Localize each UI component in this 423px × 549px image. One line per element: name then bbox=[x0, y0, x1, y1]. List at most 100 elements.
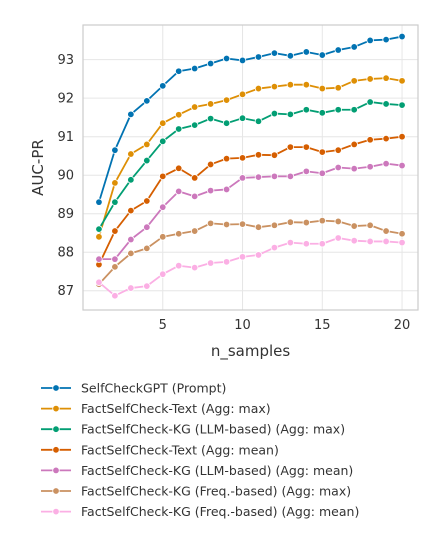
y-tick-label: 91 bbox=[57, 130, 74, 145]
legend-item: FactSelfCheck-Text (Agg: max) bbox=[41, 401, 271, 416]
data-point bbox=[238, 90, 247, 99]
data-point bbox=[238, 114, 247, 122]
data-point bbox=[190, 64, 199, 73]
x-axis-label: n_samples bbox=[211, 342, 291, 361]
data-point bbox=[350, 77, 358, 85]
tick-labels: 87 88 89 90 91 92 93 5 10 15 20 bbox=[57, 53, 410, 333]
data-point bbox=[175, 164, 183, 172]
data-point bbox=[222, 96, 231, 104]
data-point bbox=[270, 109, 279, 118]
data-point bbox=[286, 80, 295, 89]
data-point bbox=[398, 77, 406, 85]
legend-marker bbox=[52, 487, 60, 495]
data-point bbox=[286, 218, 295, 226]
data-point bbox=[238, 154, 247, 162]
series-6 bbox=[95, 216, 406, 288]
data-point bbox=[350, 222, 358, 230]
data-point bbox=[190, 174, 199, 182]
data-point bbox=[190, 121, 199, 129]
legend-marker bbox=[52, 425, 60, 433]
data-point bbox=[286, 110, 295, 119]
y-axis-label: AUC-PR bbox=[29, 139, 47, 196]
data-point bbox=[318, 169, 326, 177]
data-point bbox=[318, 84, 326, 93]
data-point bbox=[111, 292, 119, 300]
legend: SelfCheckGPT (Prompt) FactSelfCheck-Text … bbox=[41, 381, 359, 519]
data-point bbox=[398, 101, 406, 109]
data-point bbox=[254, 173, 263, 181]
plot-frame bbox=[82, 24, 419, 311]
data-point bbox=[143, 244, 151, 253]
data-point bbox=[159, 82, 167, 90]
data-point bbox=[206, 259, 215, 267]
data-point bbox=[254, 223, 263, 231]
data-point bbox=[366, 75, 374, 83]
x-tick-label: 20 bbox=[394, 318, 411, 333]
data-point bbox=[382, 100, 390, 108]
series-line bbox=[98, 101, 403, 230]
series-4 bbox=[95, 132, 406, 269]
data-point bbox=[222, 258, 231, 266]
data-point bbox=[350, 236, 358, 245]
data-point bbox=[175, 187, 183, 196]
data-point bbox=[398, 132, 406, 141]
data-point bbox=[334, 146, 342, 154]
data-point bbox=[302, 167, 311, 176]
legend-label: FactSelfCheck-KG (LLM-based) (Agg: mean) bbox=[81, 463, 353, 478]
legend-label: SelfCheckGPT (Prompt) bbox=[81, 381, 226, 396]
series-1 bbox=[95, 32, 406, 206]
series-layer bbox=[95, 32, 406, 300]
legend-item: FactSelfCheck-KG (Freq.-based) (Agg: mea… bbox=[41, 504, 359, 519]
data-point bbox=[206, 219, 215, 228]
data-point bbox=[127, 110, 135, 119]
x-tick-label: 15 bbox=[314, 318, 331, 333]
data-point bbox=[222, 185, 231, 194]
data-point bbox=[143, 282, 151, 290]
data-point bbox=[143, 140, 151, 149]
data-point bbox=[190, 192, 199, 201]
data-point bbox=[382, 159, 390, 168]
data-point bbox=[143, 97, 151, 105]
data-point bbox=[366, 237, 374, 246]
data-point bbox=[382, 35, 390, 44]
data-point bbox=[159, 233, 167, 241]
data-point bbox=[318, 51, 326, 59]
y-tick-label: 92 bbox=[57, 92, 74, 107]
legend-marker bbox=[52, 384, 60, 392]
data-point bbox=[318, 240, 326, 248]
data-point bbox=[398, 230, 406, 238]
data-point bbox=[95, 278, 103, 286]
data-point bbox=[334, 106, 342, 114]
data-point bbox=[366, 163, 374, 171]
legend-item: FactSelfCheck-KG (LLM-based) (Agg: mean) bbox=[41, 463, 353, 478]
data-point bbox=[222, 119, 231, 127]
series-3 bbox=[95, 98, 406, 233]
data-point bbox=[111, 146, 119, 154]
data-point bbox=[286, 172, 295, 181]
data-point bbox=[175, 230, 183, 238]
legend-marker bbox=[52, 507, 60, 516]
data-point bbox=[159, 119, 167, 127]
legend-label: FactSelfCheck-KG (LLM-based) (Agg: max) bbox=[81, 422, 345, 437]
data-point bbox=[270, 82, 279, 91]
data-point bbox=[111, 198, 119, 206]
data-point bbox=[398, 238, 406, 247]
data-point bbox=[127, 284, 135, 292]
y-tick-label: 88 bbox=[57, 246, 74, 261]
data-point bbox=[366, 221, 374, 229]
data-point bbox=[366, 98, 374, 106]
data-point bbox=[159, 203, 167, 211]
data-point bbox=[127, 249, 135, 258]
data-point bbox=[318, 148, 326, 156]
x-tick-label: 10 bbox=[234, 318, 251, 333]
data-point bbox=[366, 36, 374, 45]
data-point bbox=[286, 143, 295, 151]
data-point bbox=[238, 253, 247, 261]
data-point bbox=[95, 255, 103, 263]
data-point bbox=[238, 56, 247, 65]
data-point bbox=[95, 225, 103, 233]
legend-label: FactSelfCheck-KG (Freq.-based) (Agg: max… bbox=[81, 484, 351, 499]
data-point bbox=[254, 53, 263, 61]
grid-lines bbox=[83, 25, 418, 310]
